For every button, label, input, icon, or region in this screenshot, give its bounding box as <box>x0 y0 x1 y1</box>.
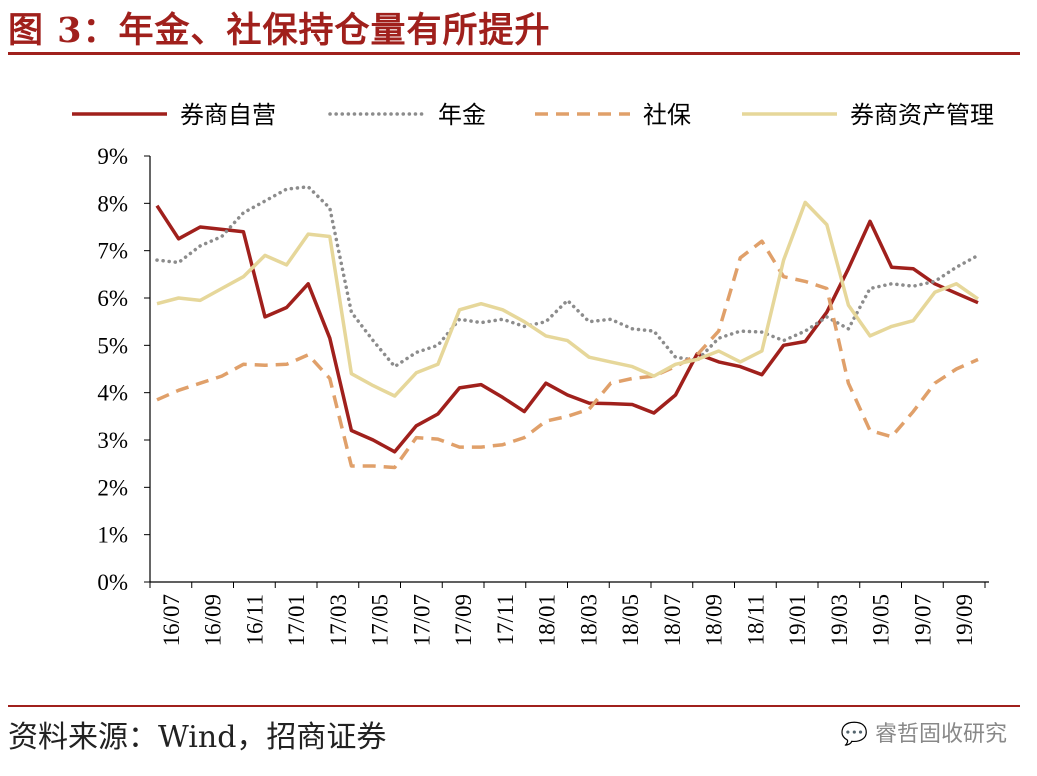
watermark: 💬 睿哲固收研究 <box>841 716 1007 748</box>
y-tick-label: 8% <box>97 191 128 216</box>
x-tick-label: 18/07 <box>660 594 685 646</box>
x-tick-label: 17/01 <box>284 594 309 646</box>
x-tick-label: 19/05 <box>869 594 894 646</box>
x-tick-label: 16/07 <box>159 594 184 646</box>
y-tick-label: 9% <box>97 144 128 169</box>
x-tick-label: 16/09 <box>201 594 226 646</box>
legend-label-1: 年金 <box>438 101 486 129</box>
title-rule <box>8 52 1020 55</box>
x-tick-label: 18/03 <box>576 594 601 646</box>
x-tick-label: 18/11 <box>743 594 768 646</box>
legend-label-2: 社保 <box>643 101 691 129</box>
series-line-3 <box>156 200 980 398</box>
x-tick-label: 18/09 <box>702 594 727 646</box>
x-tick-label: 19/03 <box>827 594 852 646</box>
x-tick-label: 17/05 <box>368 594 393 646</box>
x-tick-label: 18/05 <box>618 594 643 646</box>
x-tick-label: 17/07 <box>409 594 434 646</box>
x-tick-label: 16/11 <box>242 594 267 646</box>
x-tick-label: 19/01 <box>785 594 810 646</box>
x-tick-label: 19/09 <box>952 594 977 646</box>
x-tick-label: 17/11 <box>493 594 518 646</box>
legend-label-0: 券商自营 <box>180 101 276 129</box>
y-tick-label: 3% <box>97 428 128 453</box>
wechat-icon: 💬 <box>840 722 868 747</box>
figure-title: 图 3：年金、社保持仓量有所提升 <box>8 10 551 51</box>
y-tick-label: 5% <box>97 333 128 358</box>
line-chart: 0% 1% 2% 3% 4% 5% 6% 7% 8% 9% 16/07 16/09 16/11 17/01… <box>72 101 994 646</box>
series-line-0 <box>155 204 979 454</box>
source-text: 资料来源：Wind，招商证券 <box>8 720 387 755</box>
source-rule <box>8 705 1020 707</box>
y-tick-label: 2% <box>97 475 128 500</box>
x-tick-label: 17/09 <box>451 594 476 646</box>
y-tick-label: 6% <box>97 286 128 311</box>
y-tick-label: 1% <box>97 523 128 548</box>
y-tick-label: 7% <box>97 239 128 264</box>
x-tick-label: 19/07 <box>910 594 935 646</box>
y-tick-label: 4% <box>97 381 128 406</box>
series-line-2 <box>156 239 979 470</box>
watermark-text: 睿哲固收研究 <box>874 722 1007 747</box>
y-tick-label: 0% <box>97 570 128 595</box>
x-tick-label: 18/01 <box>535 594 560 646</box>
legend-label-3: 券商资产管理 <box>850 101 994 129</box>
x-tick-label: 17/03 <box>326 594 351 646</box>
